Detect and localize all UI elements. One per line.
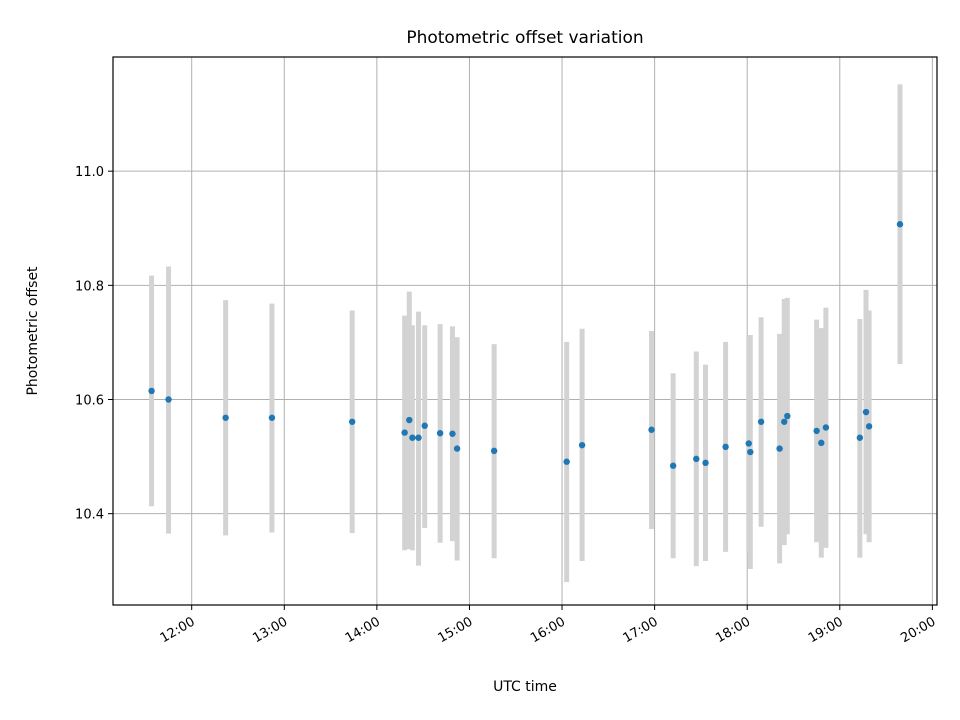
data-point [421,422,428,429]
data-point [449,430,456,437]
data-point [776,445,783,452]
y-axis-label: Photometric offset [25,266,41,396]
data-point [693,455,700,463]
data-point [148,387,155,395]
data-point [578,441,586,449]
data-point [813,427,820,435]
x-axis-label: UTC time [493,679,557,695]
data-point [348,418,356,425]
y-tick-label: 10.8 [75,279,104,294]
data-point [781,418,788,425]
data-point [865,423,873,430]
data-point [669,462,677,469]
data-points [148,221,904,469]
data-point [490,447,498,455]
data-point [757,418,765,425]
data-point [165,396,172,403]
data-point [745,440,752,447]
data-point [222,414,229,421]
data-point [415,434,422,441]
data-point [784,412,791,420]
data-point [862,408,870,416]
data-point [409,434,416,441]
plot-frame [112,56,938,606]
data-point [822,424,830,431]
data-point [896,221,904,228]
grid [113,57,937,605]
y-axis-ticks: 10.4 10.6 10.8 11.0 [75,165,113,523]
data-point [722,443,729,451]
y-tick-label: 11.0 [75,165,104,180]
data-point [856,434,864,441]
data-point [747,448,754,456]
y-tick-label: 10.6 [75,394,104,409]
data-point [453,445,461,452]
data-point [702,459,709,467]
chart-title: Photometric offset variation [406,28,643,48]
data-point [818,439,825,447]
data-point [406,416,413,424]
data-point [436,429,444,437]
y-tick-label: 10.4 [75,508,104,523]
data-point [563,458,570,465]
data-point [268,414,276,421]
data-point [401,429,408,436]
data-point [648,426,655,433]
